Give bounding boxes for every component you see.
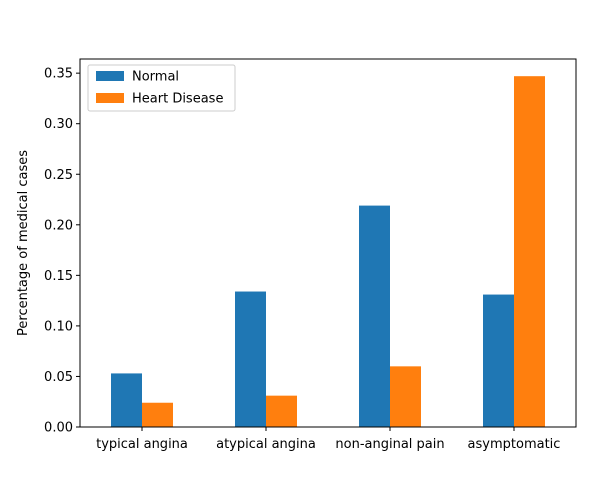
y-tick-label: 0.05: [44, 370, 73, 385]
y-tick-label: 0.30: [44, 117, 73, 132]
bar-heart-disease-1: [266, 395, 297, 427]
y-axis-title: Percentage of medical cases: [16, 150, 31, 336]
legend-label: Normal: [132, 70, 179, 85]
x-tick-label: asymptomatic: [468, 437, 561, 452]
x-tick-label: non-anginal pain: [335, 437, 444, 452]
y-tick-label: 0.35: [44, 67, 73, 82]
legend-box: [87, 64, 236, 112]
x-tick-label: typical angina: [96, 437, 188, 452]
y-tick-label: 0.00: [44, 421, 73, 436]
y-tick-label: 0.25: [44, 168, 73, 183]
bar-normal-3: [483, 294, 514, 427]
legend: Normal Heart Disease: [87, 64, 236, 112]
y-tick-label: 0.20: [44, 218, 73, 233]
bars-group: [111, 76, 545, 427]
bar-heart-disease-0: [142, 402, 173, 427]
bar-normal-0: [111, 373, 142, 427]
x-tick-label: atypical angina: [216, 437, 316, 452]
bar-normal-2: [359, 205, 390, 427]
y-tick-label: 0.10: [44, 319, 73, 334]
legend-swatch: [96, 93, 124, 103]
legend-swatch: [96, 71, 124, 81]
bar-normal-1: [235, 291, 266, 427]
bar-heart-disease-2: [390, 366, 421, 427]
legend-label: Heart Disease: [132, 92, 223, 107]
axes-group: 0.00 0.05 0.10 0.15 0.20 0.25 0.30 0.35 typical …: [44, 58, 577, 452]
plot-frame: [79, 58, 577, 428]
bar-heart-disease-3: [514, 76, 545, 427]
y-tick-label: 0.15: [44, 269, 73, 284]
